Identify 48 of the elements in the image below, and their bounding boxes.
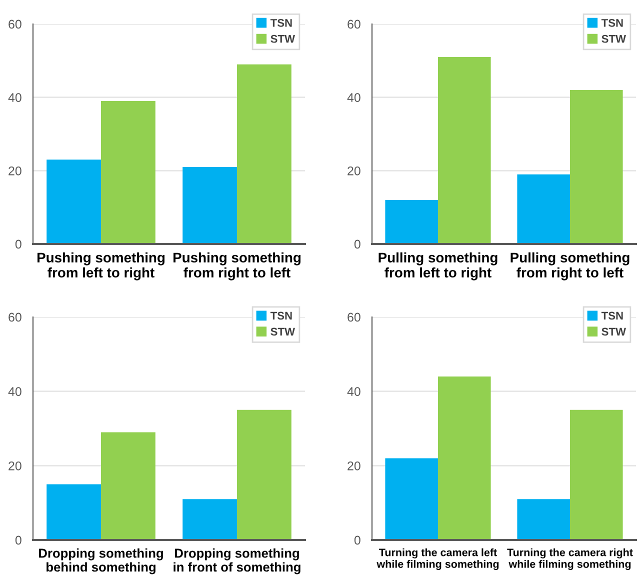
y-tick-label: 60	[348, 312, 360, 322]
bar	[46, 160, 101, 244]
bar	[438, 376, 491, 540]
legend-label: STW	[602, 328, 626, 336]
bar	[517, 499, 570, 540]
x-tick-label: Pulling something from right to left	[510, 252, 630, 280]
bar	[570, 410, 623, 540]
bar	[385, 458, 438, 540]
y-tick-label: 0	[354, 536, 360, 545]
bar	[237, 410, 292, 540]
bar	[46, 484, 101, 540]
y-tick-label: 0	[15, 240, 22, 249]
bar	[517, 174, 570, 244]
legend-label: TSN	[270, 18, 292, 27]
bar	[182, 167, 237, 244]
x-tick-label: Turning the camera right while filming something	[507, 548, 633, 570]
y-tick-label: 60	[348, 20, 360, 29]
x-tick-label: Pushing something from right to left	[174, 252, 301, 280]
x-tick-label: Dropping something behind something	[39, 548, 163, 574]
legend-label: STW	[270, 328, 295, 336]
legend-label: TSN	[270, 312, 292, 320]
bar	[438, 57, 491, 244]
y-tick-label: 40	[347, 93, 360, 102]
bar	[237, 64, 292, 244]
y-tick-label: 20	[8, 461, 22, 470]
y-tick-label: 20	[348, 166, 360, 176]
bar	[570, 90, 623, 244]
bar	[385, 200, 438, 244]
y-tick-label: 0	[15, 536, 22, 545]
legend-label: TSN	[601, 18, 623, 27]
y-tick-label: 20	[8, 166, 22, 176]
y-tick-label: 40	[8, 387, 22, 396]
x-tick-label: Pushing something from left to right	[38, 252, 165, 280]
y-tick-label: 40	[347, 387, 360, 396]
legend-label: STW	[602, 34, 626, 43]
bar	[101, 432, 156, 540]
bar	[182, 499, 237, 540]
y-tick-label: 20	[348, 461, 360, 470]
y-tick-label: 40	[8, 93, 22, 102]
y-tick-label: 0	[354, 240, 360, 249]
legend-label: TSN	[601, 312, 623, 320]
x-tick-label: Dropping something in front of something	[174, 548, 300, 574]
legend-label: STW	[270, 34, 295, 43]
x-tick-label: Turning the camera left while filming something	[376, 548, 499, 570]
y-tick-label: 60	[8, 20, 22, 29]
y-tick-label: 60	[8, 312, 22, 322]
bar	[101, 101, 156, 244]
x-tick-label: Pulling something from left to right	[378, 252, 498, 280]
